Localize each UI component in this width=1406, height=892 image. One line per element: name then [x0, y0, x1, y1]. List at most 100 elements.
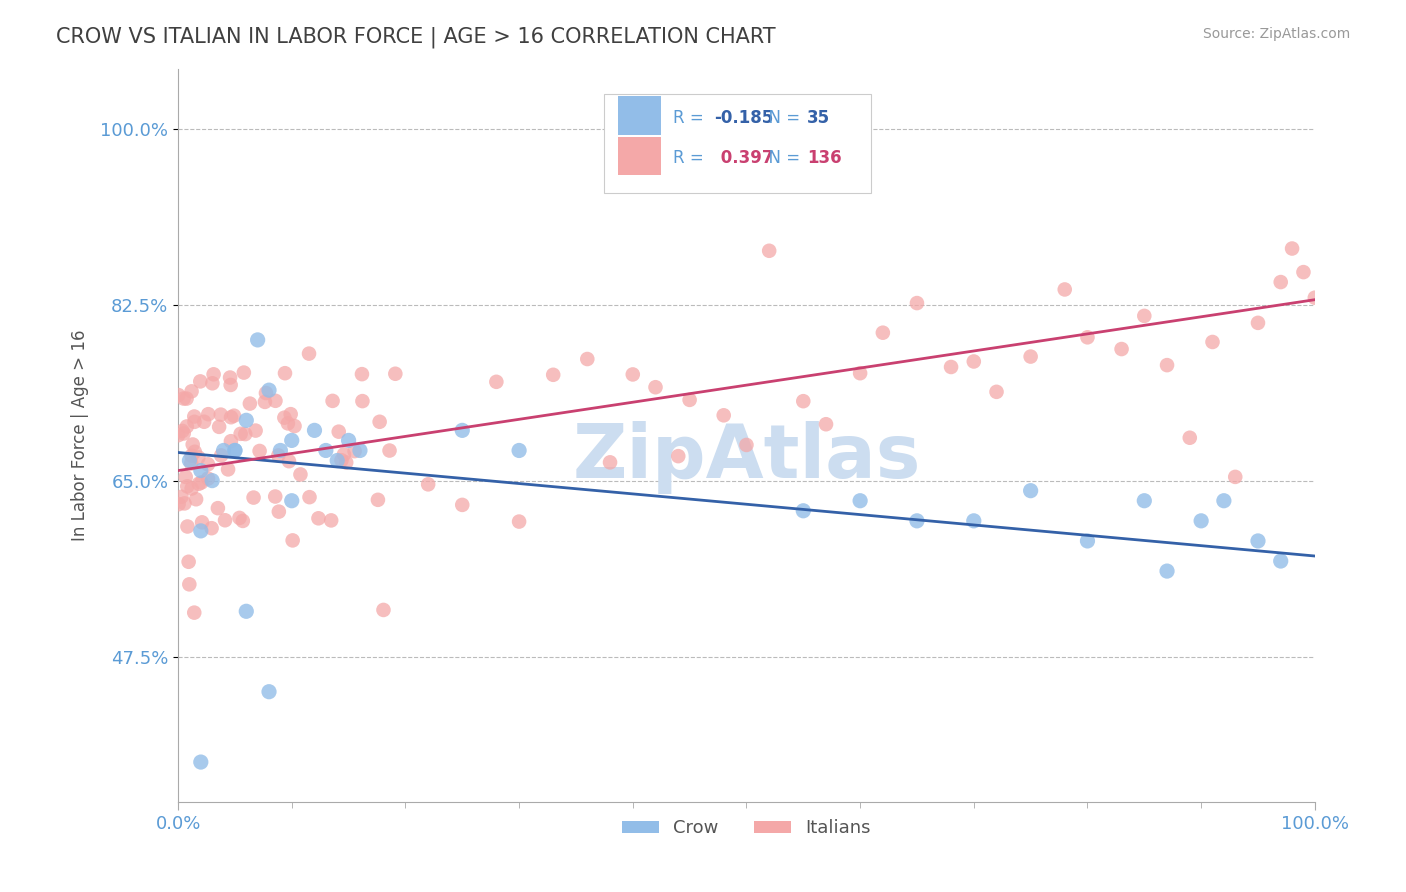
- Point: [418, 477, 440, 491]
- Point: [181, 437, 204, 451]
- Point: [1270, 275, 1292, 289]
- Point: [905, 514, 928, 528]
- Point: [281, 533, 304, 548]
- Point: [219, 378, 242, 392]
- Point: [246, 333, 269, 347]
- Point: [1303, 291, 1326, 305]
- Point: [183, 415, 205, 429]
- Point: [264, 393, 287, 408]
- Point: [758, 244, 780, 258]
- Point: [257, 383, 280, 397]
- Point: [451, 423, 474, 437]
- Point: [235, 604, 257, 618]
- Text: 35: 35: [807, 109, 830, 127]
- Point: [212, 443, 235, 458]
- Text: Source: ZipAtlas.com: Source: ZipAtlas.com: [1202, 27, 1350, 41]
- Point: [277, 417, 299, 431]
- Point: [1133, 309, 1156, 323]
- Point: [190, 475, 212, 490]
- Point: [872, 326, 894, 340]
- Point: [232, 366, 254, 380]
- Point: [242, 491, 264, 505]
- Point: [249, 444, 271, 458]
- Point: [508, 443, 530, 458]
- Point: [963, 514, 986, 528]
- Point: [368, 415, 391, 429]
- Point: [173, 496, 195, 510]
- Point: [792, 394, 814, 409]
- Point: [219, 410, 242, 425]
- Point: [485, 375, 508, 389]
- FancyBboxPatch shape: [619, 136, 661, 175]
- Point: [190, 755, 212, 769]
- Point: [179, 453, 201, 467]
- Point: [986, 384, 1008, 399]
- Point: [378, 443, 401, 458]
- Point: [257, 684, 280, 698]
- Point: [367, 492, 389, 507]
- Point: [384, 367, 406, 381]
- Point: [193, 415, 215, 429]
- Point: [233, 427, 256, 442]
- Point: [1156, 564, 1178, 578]
- Point: [1292, 265, 1315, 279]
- Point: [1133, 493, 1156, 508]
- Point: [1247, 316, 1270, 330]
- Point: [1212, 493, 1234, 508]
- Point: [1019, 350, 1042, 364]
- Point: [232, 514, 254, 528]
- Point: [308, 511, 330, 525]
- Point: [1225, 470, 1247, 484]
- Point: [849, 366, 872, 380]
- Point: [792, 504, 814, 518]
- Point: [939, 359, 962, 374]
- Point: [1270, 554, 1292, 568]
- Text: 0.397: 0.397: [714, 149, 773, 167]
- Point: [290, 467, 312, 482]
- Point: [180, 482, 202, 496]
- Point: [253, 395, 276, 409]
- Point: [187, 450, 209, 465]
- Point: [176, 392, 198, 406]
- Point: [264, 490, 287, 504]
- Point: [269, 443, 291, 458]
- Point: [333, 447, 356, 461]
- Point: [328, 425, 350, 439]
- Point: [179, 577, 201, 591]
- Y-axis label: In Labor Force | Age > 16: In Labor Force | Age > 16: [72, 330, 89, 541]
- FancyBboxPatch shape: [619, 96, 661, 135]
- Point: [713, 409, 735, 423]
- Point: [180, 449, 202, 463]
- Point: [281, 434, 304, 448]
- Point: [176, 479, 198, 493]
- Point: [219, 370, 242, 384]
- Point: [201, 474, 224, 488]
- Point: [176, 519, 198, 533]
- Text: N =: N =: [758, 109, 806, 127]
- Point: [222, 409, 245, 423]
- Text: N =: N =: [758, 149, 806, 167]
- Point: [208, 420, 231, 434]
- Point: [678, 392, 700, 407]
- Point: [209, 408, 232, 422]
- Point: [188, 375, 211, 389]
- Point: [180, 384, 202, 399]
- Point: [330, 453, 353, 467]
- Point: [508, 515, 530, 529]
- Point: [209, 449, 232, 463]
- Point: [1019, 483, 1042, 498]
- Text: -0.185: -0.185: [714, 109, 773, 127]
- Point: [167, 388, 190, 402]
- Point: [298, 490, 321, 504]
- Text: CROW VS ITALIAN IN LABOR FORCE | AGE > 16 CORRELATION CHART: CROW VS ITALIAN IN LABOR FORCE | AGE > 1…: [56, 27, 776, 48]
- Point: [170, 490, 193, 504]
- Point: [173, 426, 195, 441]
- Point: [963, 354, 986, 368]
- Point: [197, 407, 219, 421]
- Point: [621, 368, 644, 382]
- Point: [190, 524, 212, 538]
- Point: [280, 407, 302, 421]
- Point: [202, 368, 225, 382]
- Point: [274, 366, 297, 380]
- Point: [229, 426, 252, 441]
